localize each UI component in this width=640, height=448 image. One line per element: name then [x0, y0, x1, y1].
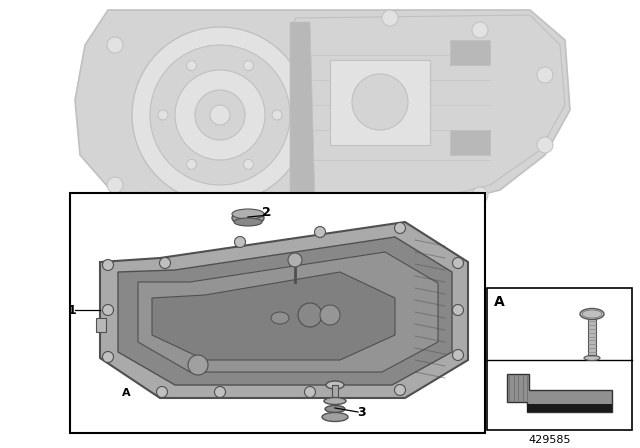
- Polygon shape: [138, 252, 438, 372]
- Polygon shape: [290, 22, 315, 205]
- Circle shape: [394, 223, 406, 233]
- Circle shape: [175, 70, 265, 160]
- Ellipse shape: [232, 209, 264, 219]
- Polygon shape: [152, 272, 395, 360]
- Ellipse shape: [582, 310, 602, 318]
- Circle shape: [210, 105, 230, 125]
- Circle shape: [394, 384, 406, 396]
- Ellipse shape: [271, 312, 289, 324]
- Circle shape: [157, 387, 168, 397]
- Circle shape: [288, 253, 302, 267]
- Circle shape: [214, 387, 225, 397]
- Circle shape: [186, 60, 196, 71]
- Circle shape: [132, 27, 308, 203]
- Circle shape: [195, 90, 245, 140]
- Ellipse shape: [326, 381, 344, 389]
- Circle shape: [382, 10, 398, 26]
- Circle shape: [102, 352, 113, 362]
- Ellipse shape: [324, 397, 346, 405]
- Circle shape: [472, 22, 488, 38]
- Bar: [588, 319, 596, 358]
- Ellipse shape: [322, 413, 348, 422]
- Circle shape: [298, 303, 322, 327]
- Text: 2: 2: [262, 206, 270, 219]
- Bar: [330, 60, 430, 145]
- Circle shape: [452, 305, 463, 315]
- Ellipse shape: [325, 405, 345, 413]
- Circle shape: [320, 305, 340, 325]
- Circle shape: [305, 387, 316, 397]
- Ellipse shape: [584, 356, 600, 361]
- Ellipse shape: [580, 309, 604, 319]
- Text: 1: 1: [68, 303, 76, 316]
- Circle shape: [234, 237, 246, 247]
- Circle shape: [102, 259, 113, 271]
- Bar: [96, 318, 106, 332]
- Circle shape: [107, 37, 123, 53]
- Circle shape: [137, 192, 153, 208]
- Circle shape: [188, 355, 208, 375]
- Ellipse shape: [234, 218, 262, 226]
- Circle shape: [272, 110, 282, 120]
- Circle shape: [186, 159, 196, 169]
- Circle shape: [107, 177, 123, 193]
- Bar: [527, 404, 612, 412]
- Circle shape: [243, 60, 253, 71]
- Polygon shape: [118, 237, 452, 385]
- Polygon shape: [507, 374, 612, 412]
- Bar: [70, 193, 485, 433]
- Text: A: A: [493, 295, 504, 309]
- Bar: [332, 385, 338, 401]
- Circle shape: [243, 159, 253, 169]
- Circle shape: [382, 197, 398, 213]
- Circle shape: [159, 258, 170, 268]
- Circle shape: [102, 305, 113, 315]
- Circle shape: [472, 187, 488, 203]
- Text: A: A: [122, 388, 131, 398]
- Bar: [450, 40, 490, 65]
- Polygon shape: [75, 10, 570, 215]
- Bar: [487, 288, 632, 430]
- Circle shape: [158, 110, 168, 120]
- Text: 3: 3: [358, 405, 366, 418]
- Circle shape: [452, 349, 463, 361]
- Text: 429585: 429585: [529, 435, 572, 445]
- Circle shape: [452, 258, 463, 268]
- Polygon shape: [295, 15, 565, 205]
- Circle shape: [352, 74, 408, 130]
- Circle shape: [537, 67, 553, 83]
- Circle shape: [314, 227, 326, 237]
- Bar: [450, 130, 490, 155]
- Polygon shape: [100, 222, 468, 398]
- Ellipse shape: [232, 211, 264, 225]
- Circle shape: [150, 45, 290, 185]
- Circle shape: [537, 137, 553, 153]
